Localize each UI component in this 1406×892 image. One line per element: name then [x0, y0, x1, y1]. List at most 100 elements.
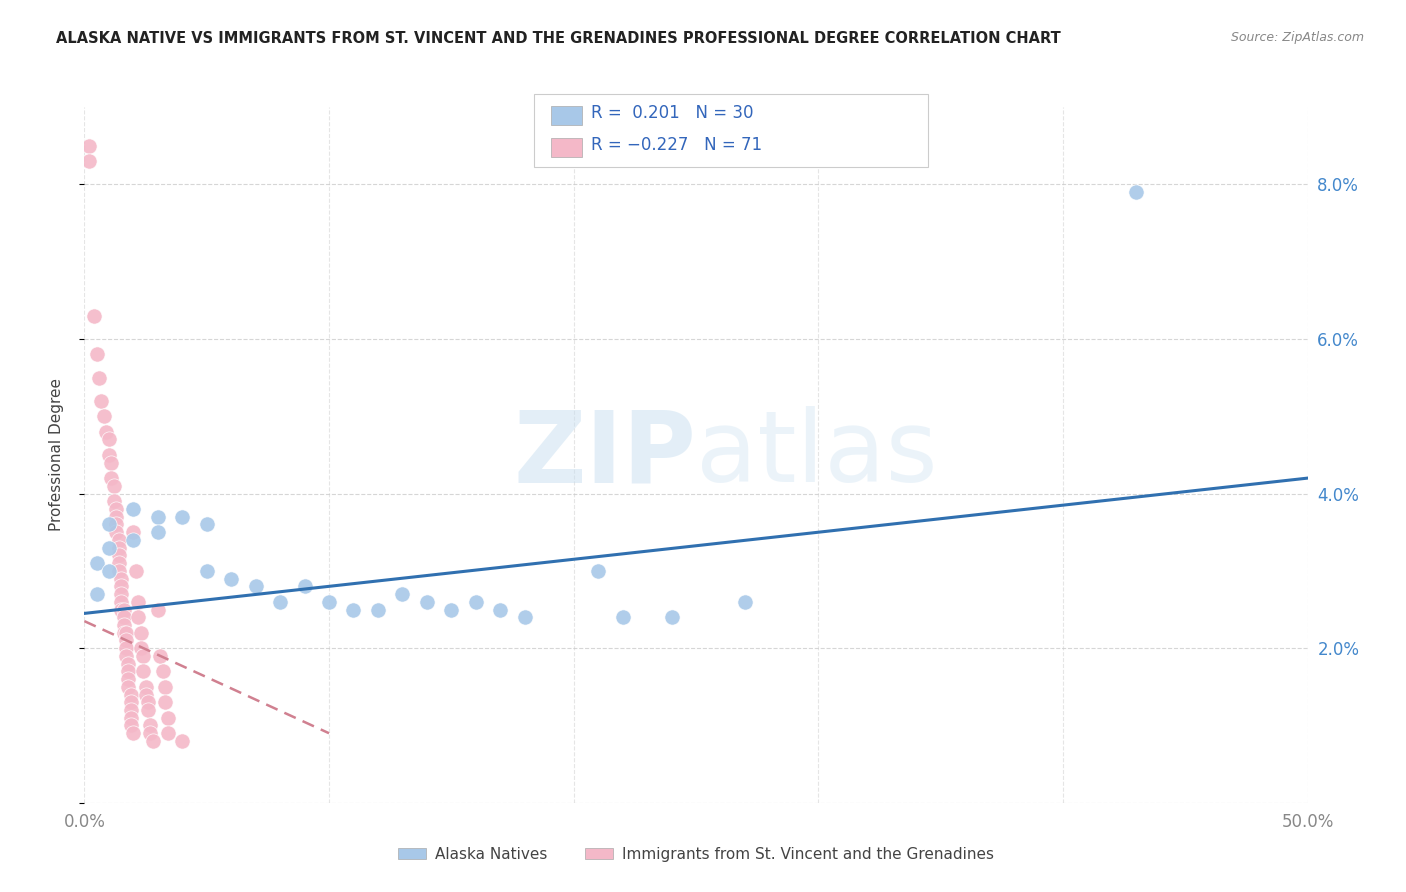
Point	[77, 154, 100, 169]
Text: atlas: atlas	[696, 407, 938, 503]
Point	[120, 711, 142, 725]
Point	[661, 610, 683, 624]
Point	[127, 595, 149, 609]
Point	[139, 726, 162, 740]
Point	[142, 734, 165, 748]
Point	[107, 556, 129, 570]
Point	[513, 610, 536, 624]
Point	[367, 602, 389, 616]
Point	[115, 625, 138, 640]
Point	[156, 726, 179, 740]
Point	[146, 602, 169, 616]
Point	[105, 517, 128, 532]
Y-axis label: Professional Degree: Professional Degree	[49, 378, 63, 532]
Legend: Alaska Natives, Immigrants from St. Vincent and the Grenadines: Alaska Natives, Immigrants from St. Vinc…	[392, 841, 1000, 868]
Point	[122, 525, 145, 540]
Point	[105, 525, 128, 540]
Point	[110, 572, 132, 586]
Point	[464, 595, 486, 609]
Point	[122, 533, 145, 547]
Point	[96, 425, 118, 439]
Point	[115, 648, 138, 663]
Point	[86, 347, 108, 361]
Point	[93, 409, 115, 424]
Point	[734, 595, 756, 609]
Point	[107, 564, 129, 578]
Point	[342, 602, 364, 616]
Point	[136, 695, 159, 709]
Point	[107, 541, 129, 555]
Point	[117, 672, 139, 686]
Point	[110, 579, 132, 593]
Point	[132, 665, 155, 679]
Point	[117, 657, 139, 671]
Point	[153, 695, 176, 709]
Text: R = −0.227   N = 71: R = −0.227 N = 71	[591, 136, 762, 154]
Point	[90, 393, 112, 408]
Point	[112, 610, 135, 624]
Point	[103, 479, 125, 493]
Point	[195, 517, 218, 532]
Point	[391, 587, 413, 601]
Point	[245, 579, 267, 593]
Point	[97, 564, 120, 578]
Point	[86, 587, 108, 601]
Point	[120, 703, 142, 717]
Point	[122, 726, 145, 740]
Point	[269, 595, 291, 609]
Point	[440, 602, 463, 616]
Point	[117, 680, 139, 694]
Point	[195, 564, 218, 578]
Point	[125, 564, 148, 578]
Point	[135, 688, 157, 702]
Point	[110, 602, 132, 616]
Text: R =  0.201   N = 30: R = 0.201 N = 30	[591, 104, 754, 122]
Point	[129, 625, 152, 640]
Point	[156, 711, 179, 725]
Point	[294, 579, 316, 593]
Point	[129, 641, 152, 656]
Point	[105, 502, 128, 516]
Point	[107, 533, 129, 547]
Point	[105, 509, 128, 524]
Point	[115, 633, 138, 648]
Text: ZIP: ZIP	[513, 407, 696, 503]
Point	[172, 734, 194, 748]
Point	[97, 448, 120, 462]
Point	[586, 564, 609, 578]
Point	[120, 718, 142, 732]
Point	[172, 509, 194, 524]
Point	[86, 556, 108, 570]
Point	[112, 625, 135, 640]
Point	[97, 541, 120, 555]
Point	[219, 572, 242, 586]
Point	[135, 680, 157, 694]
Point	[139, 718, 162, 732]
Point	[100, 456, 122, 470]
Point	[83, 309, 105, 323]
Point	[120, 695, 142, 709]
Text: Source: ZipAtlas.com: Source: ZipAtlas.com	[1230, 31, 1364, 45]
Point	[416, 595, 439, 609]
Text: ALASKA NATIVE VS IMMIGRANTS FROM ST. VINCENT AND THE GRENADINES PROFESSIONAL DEG: ALASKA NATIVE VS IMMIGRANTS FROM ST. VIN…	[56, 31, 1062, 46]
Point	[146, 509, 169, 524]
Point	[146, 525, 169, 540]
Point	[110, 587, 132, 601]
Point	[112, 602, 135, 616]
Point	[152, 665, 174, 679]
Point	[107, 549, 129, 563]
Point	[132, 648, 155, 663]
Point	[97, 517, 120, 532]
Point	[318, 595, 340, 609]
Point	[489, 602, 512, 616]
Point	[120, 688, 142, 702]
Point	[117, 665, 139, 679]
Point	[122, 502, 145, 516]
Point	[153, 680, 176, 694]
Point	[1125, 185, 1147, 199]
Point	[110, 595, 132, 609]
Point	[612, 610, 634, 624]
Point	[77, 138, 100, 153]
Point	[87, 370, 110, 384]
Point	[100, 471, 122, 485]
